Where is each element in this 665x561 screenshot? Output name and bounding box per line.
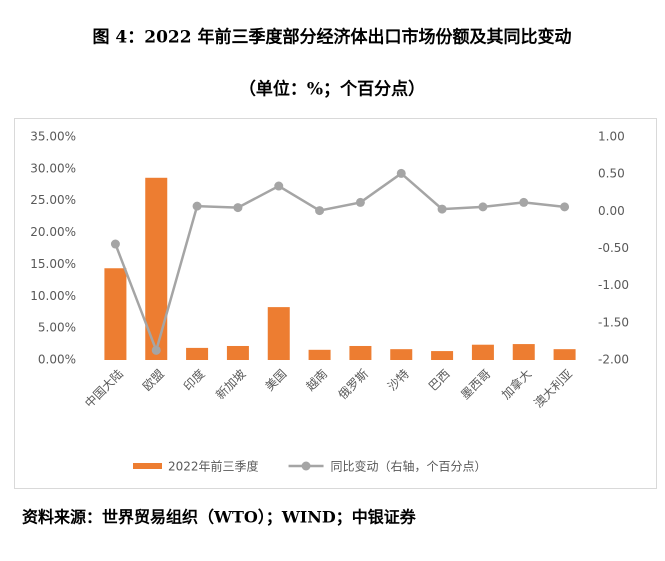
- line-marker: [151, 345, 161, 355]
- line-marker: [110, 239, 120, 249]
- y-tick-label: 30.00%: [30, 161, 76, 175]
- y-tick-label: 35.00%: [30, 130, 76, 144]
- y-tick-label: 15.00%: [30, 257, 76, 271]
- line-marker: [560, 202, 570, 212]
- y2-tick-label: -0.50: [598, 241, 629, 255]
- bar: [553, 349, 576, 360]
- x-tick-label: 越南: [303, 366, 331, 394]
- y2-tick-label: -2.00: [598, 353, 629, 367]
- x-tick-label: 巴西: [426, 367, 453, 394]
- x-tick-label: 澳大利亚: [531, 367, 575, 411]
- bar: [390, 349, 413, 360]
- x-tick-label: 沙特: [384, 366, 412, 394]
- bar: [431, 351, 454, 360]
- line-marker: [519, 197, 529, 207]
- y2-tick-label: -1.00: [598, 278, 629, 292]
- line-marker: [437, 204, 447, 214]
- x-tick-label: 美国: [262, 367, 289, 394]
- x-tick-label: 中国大陆: [81, 366, 126, 411]
- x-tick-label: 印度: [180, 366, 208, 394]
- line-marker: [192, 201, 202, 211]
- line-marker: [478, 202, 488, 212]
- line: [114, 171, 565, 355]
- y2-tick-label: 0.50: [598, 167, 625, 181]
- chart-subtitle: （单位：%；个百分点）: [239, 79, 425, 100]
- y2-tick-label: 1.00: [598, 130, 625, 144]
- bar: [512, 344, 535, 360]
- y-tick-label: 5.00%: [38, 321, 76, 335]
- x-tick-label: 加拿大: [498, 366, 534, 402]
- y2-tick-label: -1.50: [598, 315, 629, 329]
- x-tick-label: 新加坡: [212, 366, 248, 402]
- line-marker: [315, 206, 325, 216]
- bar: [186, 347, 209, 360]
- bar: [145, 177, 168, 360]
- y2-tick-label: 0.00: [598, 204, 625, 218]
- legend-label: 2022年前三季度: [168, 459, 259, 474]
- bar: [471, 344, 494, 360]
- x-tick-label: 俄罗斯: [336, 367, 371, 402]
- bar: [349, 345, 372, 360]
- y-tick-label: 20.00%: [30, 225, 76, 239]
- bar: [226, 345, 249, 360]
- x-tick-label: 墨西哥: [458, 367, 493, 402]
- chart-frame: [14, 118, 657, 489]
- bar: [267, 307, 290, 360]
- source-note: 资料来源：世界贸易组织（WTO）；WIND；中银证券: [22, 508, 417, 527]
- y-tick-label: 0.00%: [38, 353, 76, 367]
- line-marker: [274, 181, 284, 191]
- line-marker: [233, 203, 243, 213]
- bar: [308, 349, 331, 360]
- bar: [104, 268, 127, 360]
- legend-swatch: [301, 461, 311, 471]
- y-tick-label: 10.00%: [30, 289, 76, 303]
- chart-title: 图 4：2022 年前三季度部分经济体出口市场份额及其同比变动: [93, 27, 572, 48]
- line-marker: [355, 197, 365, 207]
- legend-swatch: [133, 463, 162, 469]
- x-tick-label: 欧盟: [140, 367, 167, 394]
- legend-label: 同比变动（右轴，个百分点）: [331, 459, 487, 474]
- line-marker: [396, 168, 406, 178]
- y-tick-label: 25.00%: [30, 193, 76, 207]
